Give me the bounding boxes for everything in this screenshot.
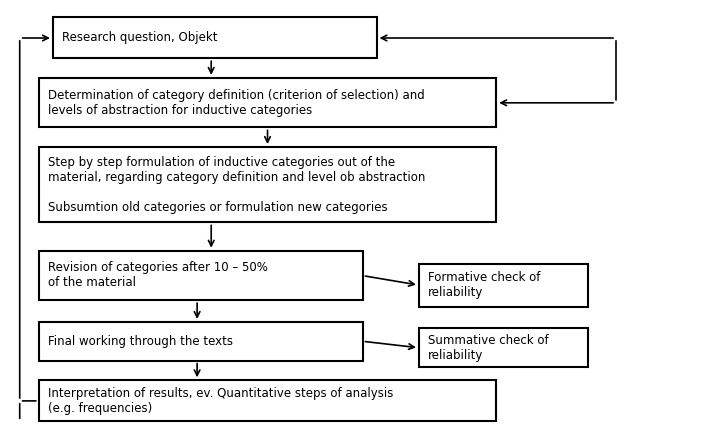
FancyBboxPatch shape (39, 380, 496, 421)
FancyBboxPatch shape (53, 17, 377, 58)
FancyBboxPatch shape (39, 322, 363, 361)
FancyBboxPatch shape (419, 264, 588, 307)
Text: Final working through the texts: Final working through the texts (48, 335, 233, 348)
Text: Research question, Objekt: Research question, Objekt (62, 31, 218, 44)
FancyBboxPatch shape (39, 251, 363, 300)
Text: Interpretation of results, ev. Quantitative steps of analysis
(e.g. frequencies): Interpretation of results, ev. Quantitat… (48, 387, 394, 415)
Text: Step by step formulation of inductive categories out of the
material, regarding : Step by step formulation of inductive ca… (48, 156, 425, 214)
Text: Summative check of
reliability: Summative check of reliability (428, 334, 548, 362)
FancyBboxPatch shape (419, 328, 588, 367)
Text: Determination of category definition (criterion of selection) and
levels of abst: Determination of category definition (cr… (48, 89, 425, 117)
Text: Revision of categories after 10 – 50%
of the material: Revision of categories after 10 – 50% of… (48, 261, 268, 289)
FancyBboxPatch shape (39, 147, 496, 222)
FancyBboxPatch shape (39, 78, 496, 127)
Text: Formative check of
reliability: Formative check of reliability (428, 271, 541, 299)
